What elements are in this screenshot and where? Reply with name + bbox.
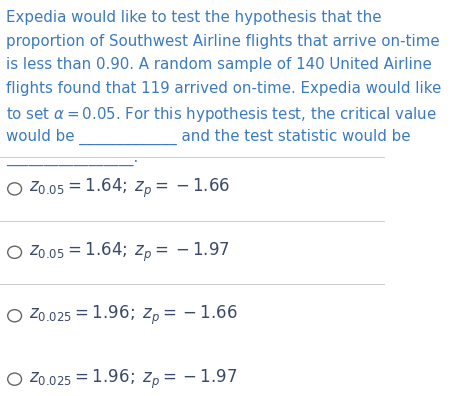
Text: $z_{0.05} = 1.64;\; z_p = -1.66$: $z_{0.05} = 1.64;\; z_p = -1.66$ bbox=[29, 177, 230, 200]
Text: $z_{0.05} = 1.64;\; z_p = -1.97$: $z_{0.05} = 1.64;\; z_p = -1.97$ bbox=[29, 241, 230, 264]
Text: Expedia would like to test the hypothesis that the: Expedia would like to test the hypothesi… bbox=[6, 10, 381, 25]
Text: to set $\alpha = 0.05$. For this hypothesis test, the critical value: to set $\alpha = 0.05$. For this hypothe… bbox=[6, 105, 437, 124]
Text: flights found that 119 arrived on-time. Expedia would like: flights found that 119 arrived on-time. … bbox=[6, 81, 441, 96]
Text: would be _____________ and the test statistic would be: would be _____________ and the test stat… bbox=[6, 128, 410, 145]
Text: $z_{0.025} = 1.96;\; z_p = -1.66$: $z_{0.025} = 1.96;\; z_p = -1.66$ bbox=[29, 304, 238, 327]
Text: _________________.: _________________. bbox=[6, 152, 138, 167]
Text: is less than 0.90. A random sample of 140 United Airline: is less than 0.90. A random sample of 14… bbox=[6, 57, 432, 72]
Text: proportion of Southwest Airline flights that arrive on-time: proportion of Southwest Airline flights … bbox=[6, 34, 439, 49]
Text: $z_{0.025} = 1.96;\; z_p = -1.97$: $z_{0.025} = 1.96;\; z_p = -1.97$ bbox=[29, 367, 237, 391]
